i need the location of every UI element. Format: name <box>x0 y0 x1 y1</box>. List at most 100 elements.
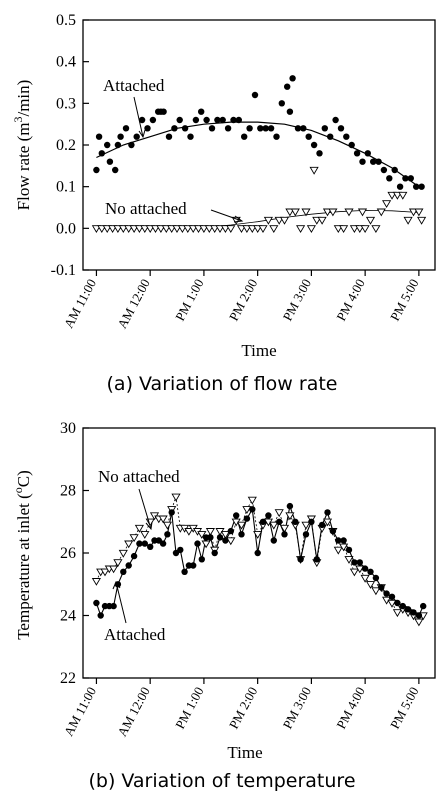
panel-b-point-attached <box>168 509 175 516</box>
panel-b-y-tick-label: 26 <box>60 545 76 562</box>
panel-a-x-tick-label: PM 4:00 <box>333 276 367 323</box>
panel-b-point-attached <box>318 521 326 529</box>
panel-b-point-attached <box>93 599 100 607</box>
panel-a-y-axis-title: Flow rate (m3/min) <box>11 80 33 211</box>
panel-b-point-attached <box>254 549 261 557</box>
panel-a-point-no-attached <box>296 225 306 233</box>
panel-a-point-no-attached <box>382 200 392 208</box>
panel-a-point-no-attached <box>398 191 408 200</box>
panel-a-y-tick-label: 0.1 <box>56 179 76 196</box>
panel-b-point-no-attached <box>339 543 349 552</box>
panel-b-point-no-attached <box>253 531 263 539</box>
panel-b-y-tick-label: 24 <box>60 608 76 625</box>
panel-b-x-tick-label: PM 2:00 <box>226 684 260 731</box>
panel-a-x-tick-label: AM 12:00 <box>114 276 153 331</box>
panel-a-point-attached <box>418 183 425 190</box>
panel-a-point-no-attached <box>140 225 150 233</box>
panel-a-point-no-attached <box>355 225 365 233</box>
panel-a-point-attached <box>364 150 371 157</box>
panel-b-point-no-attached <box>134 524 144 533</box>
panel-b-point-no-attached <box>301 521 311 530</box>
panel-b-x-tick-label: PM 1:00 <box>172 684 206 731</box>
panel-b-point-attached <box>329 527 337 535</box>
panel-b-point-attached <box>233 512 240 519</box>
panel-b-point-no-attached <box>355 565 365 574</box>
panel-a-point-no-attached <box>290 208 300 217</box>
panel-a-point-attached <box>192 116 200 124</box>
panel-a-point-attached <box>93 166 100 174</box>
panel-b-point-attached <box>227 527 234 535</box>
panel-a-data-points <box>91 75 427 233</box>
panel-b-point-no-attached <box>371 587 381 596</box>
panel-a-point-no-attached <box>129 225 139 233</box>
panel-a-point-no-attached <box>145 225 155 233</box>
panel-b-point-no-attached <box>201 540 211 549</box>
panel-a-point-no-attached <box>344 208 354 217</box>
panel-a-point-no-attached <box>349 225 359 233</box>
panel-a-point-no-attached <box>285 208 295 217</box>
panel-a-point-no-attached <box>376 208 386 217</box>
panel-b-point-attached <box>265 512 272 519</box>
panel-b-x-axis: AM 11:00 AM 12:00 PM 1:00 PM 2:00 PM 3:00 PM … <box>61 678 422 739</box>
panel-a-y-tick-label: 0.3 <box>56 95 76 112</box>
panel-b-annotation-attached: Attached <box>104 625 166 644</box>
panel-b-point-attached <box>141 540 148 547</box>
panel-a-point-attached <box>176 116 183 124</box>
panel-b-point-no-attached <box>91 578 101 586</box>
panel-b-x-axis-title: Time <box>227 743 262 762</box>
panel-b-caption: (b) Variation of temperature <box>88 770 355 792</box>
panel-a-x-tick-label: AM 11:00 <box>61 276 99 330</box>
panel-b-point-no-attached <box>171 493 181 502</box>
panel-b-point-attached <box>335 537 342 544</box>
panel-b-point-no-attached <box>124 540 134 549</box>
panel-b-point-attached <box>383 590 390 597</box>
panel-a-point-attached <box>348 141 355 149</box>
panel-a-point-attached <box>138 116 146 124</box>
panel-a-point-no-attached <box>97 225 107 233</box>
panel-b-point-attached <box>249 506 256 513</box>
panel-b-point-no-attached <box>387 599 397 608</box>
panel-a-point-no-attached <box>360 225 370 233</box>
panel-b-annotation-no-attached: No attached <box>98 467 180 486</box>
panel-b-point-no-attached <box>184 528 194 536</box>
panel-a-point-no-attached <box>183 225 193 233</box>
panel-a-point-no-attached <box>204 225 214 233</box>
panel-a-point-attached <box>413 183 420 190</box>
panel-a-point-attached <box>106 158 114 165</box>
panel-b-point-attached <box>281 531 288 538</box>
panel-a-point-attached <box>359 158 366 165</box>
panel-a-point-attached <box>133 133 140 140</box>
panel-a-point-no-attached <box>417 216 427 225</box>
panel-b-y-axis-title: Temperature at inlet (oC) <box>11 470 33 640</box>
panel-a-point-attached <box>241 133 248 140</box>
panel-b-point-attached <box>243 515 251 522</box>
panel-a-point-no-attached <box>403 216 413 225</box>
panel-a-point-attached <box>219 116 226 124</box>
panel-a-point-no-attached <box>258 225 268 233</box>
panel-b-point-attached <box>259 518 267 525</box>
panel-a-point-attached <box>294 125 302 132</box>
panel-a-point-no-attached <box>387 191 397 200</box>
panel-a-point-attached <box>305 133 312 140</box>
panel-a-point-attached <box>104 141 111 149</box>
panel-a-point-attached <box>128 141 135 149</box>
panel-b-point-attached <box>420 602 427 610</box>
panel-b-point-no-attached <box>285 512 295 521</box>
panel-a-point-attached <box>262 125 269 132</box>
panel-a-point-no-attached <box>193 225 204 233</box>
panel-b-point-attached <box>378 584 385 591</box>
panel-b-point-attached <box>194 540 201 547</box>
panel-b-point-attached <box>302 531 310 538</box>
panel-b-point-attached <box>276 518 283 525</box>
panel-a-point-no-attached <box>301 208 311 217</box>
panel-a-point-attached <box>407 175 414 182</box>
panel-b-point-attached <box>292 518 299 525</box>
panel-b-point-no-attached <box>140 531 150 539</box>
panel-b-point-no-attached <box>333 546 343 555</box>
panel-b-point-attached <box>394 599 401 607</box>
panel-b-series-line-no-attached <box>96 496 424 623</box>
panel-a-point-no-attached <box>150 225 161 233</box>
panel-b-point-attached <box>207 534 214 541</box>
panel-a-flow-rate-chart: -0.1 0.0 0.1 0.2 0.3 0.4 0.5 AM 11:00 AM 12:00 P… <box>11 12 436 395</box>
